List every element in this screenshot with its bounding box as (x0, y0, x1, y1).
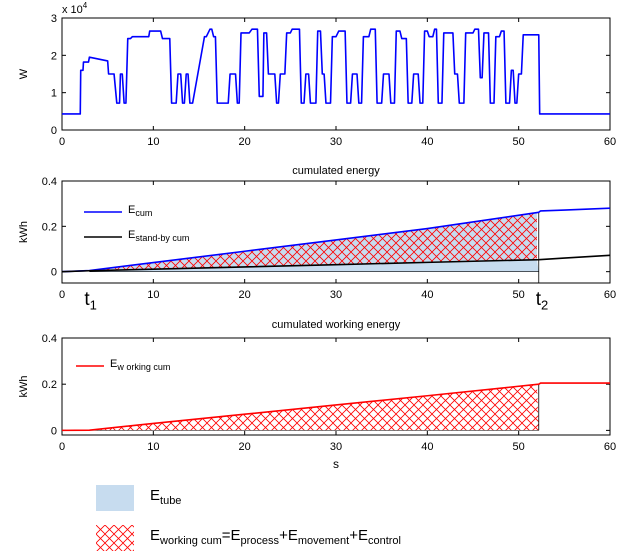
x-tick-label: 60 (604, 441, 616, 453)
legend-label-cum: Ecum (128, 204, 152, 218)
x-tick-label: 40 (421, 289, 433, 301)
y-axis-label: kWh (18, 376, 30, 398)
y-tick-label: 1 (51, 88, 57, 100)
x-tick-label: 10 (147, 441, 159, 453)
x-tick-label: 20 (239, 441, 251, 453)
series-line-2-2 (61, 254, 611, 273)
x-tick-label: 50 (513, 289, 525, 301)
x-tick-label: 40 (421, 136, 433, 148)
t2-label: t2 (536, 289, 549, 313)
y-tick-label: 0.4 (42, 176, 57, 188)
y-tick-label: 0 (51, 125, 57, 137)
t1-label: t1 (84, 289, 97, 313)
y-tick-label: 0.4 (42, 333, 57, 345)
y-axis-label: W (18, 68, 30, 79)
x-tick-label: 10 (147, 136, 159, 148)
legend-label-standby: Estand-by cum (128, 229, 189, 243)
x-tick-label: 0 (59, 136, 65, 148)
y-scale-factor: x 104 (62, 1, 88, 16)
x-tick-label: 20 (239, 136, 251, 148)
chart-title: cumulated working energy (272, 319, 401, 331)
series-line-2-1 (61, 207, 611, 273)
working-energy-hatch-area (89, 212, 537, 271)
x-tick-label: 40 (421, 441, 433, 453)
x-tick-label: 10 (147, 289, 159, 301)
legend-label-working: Ew orking cum (110, 358, 170, 372)
chart-title: cumulated energy (292, 165, 380, 177)
x-tick-label: 30 (330, 441, 342, 453)
y-tick-label: 2 (51, 50, 57, 62)
y-tick-label: 3 (51, 13, 57, 25)
x-tick-label: 0 (59, 289, 65, 301)
series-line-1-1 (62, 28, 610, 115)
x-tick-label: 50 (513, 441, 525, 453)
y-tick-label: 0 (51, 267, 57, 279)
x-tick-label: 50 (513, 136, 525, 148)
y-tick-label: 0.2 (42, 379, 57, 391)
x-tick-label: 30 (330, 289, 342, 301)
x-tick-label: 20 (239, 289, 251, 301)
x-axis-label: s (333, 457, 339, 471)
x-tick-label: 0 (59, 441, 65, 453)
x-tick-label: 60 (604, 136, 616, 148)
series-line-3-1 (61, 382, 610, 432)
y-tick-label: 0.2 (42, 221, 57, 233)
x-tick-label: 30 (330, 136, 342, 148)
y-tick-label: 0 (51, 425, 57, 437)
x-tick-label: 60 (604, 289, 616, 301)
y-axis-label: kWh (18, 221, 30, 243)
